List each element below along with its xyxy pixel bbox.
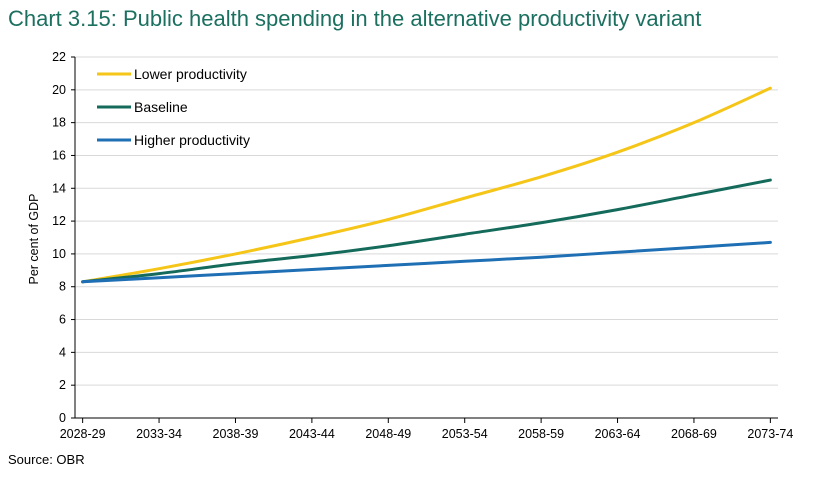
legend-label: Higher productivity	[134, 132, 250, 148]
legend-label: Baseline	[134, 99, 188, 115]
y-tick-label: 22	[52, 50, 66, 64]
legend: Lower productivity Baseline Higher product…	[97, 66, 250, 148]
y-tick-label: 14	[52, 181, 66, 195]
x-tick-label: 2038-39	[213, 427, 259, 441]
series-lines	[81, 86, 772, 284]
x-tick-label: 2073-74	[747, 427, 793, 441]
x-tick-label: 2068-69	[671, 427, 717, 441]
x-tick-label: 2028-29	[60, 427, 106, 441]
series-line-lower-productivity	[81, 86, 772, 284]
x-tick-label: 2058-59	[518, 427, 564, 441]
x-axis: 2028-29 2033-34 2038-39 2043-44 2048-49 2053-…	[60, 417, 793, 441]
y-axis: 0 2 4 6 8 10 12 14 16 18 20 22	[52, 50, 76, 425]
series-line-baseline	[81, 178, 772, 284]
y-tick-label: 20	[52, 83, 66, 97]
y-tick-label: 4	[59, 345, 66, 359]
y-tick-label: 2	[59, 378, 66, 392]
x-tick-label: 2048-49	[365, 427, 411, 441]
y-tick-label: 18	[52, 116, 66, 130]
source-note: Source: OBR	[8, 452, 85, 467]
x-tick-label: 2033-34	[136, 427, 182, 441]
x-tick-label: 2063-64	[595, 427, 641, 441]
legend-label: Lower productivity	[134, 66, 247, 82]
y-tick-label: 8	[59, 280, 66, 294]
x-tick-label: 2043-44	[289, 427, 335, 441]
y-tick-label: 10	[52, 247, 66, 261]
y-tick-label: 16	[52, 148, 66, 162]
y-tick-label: 0	[59, 411, 66, 425]
series-line-higher-productivity	[81, 240, 772, 284]
gridlines	[75, 56, 778, 386]
chart-title: Chart 3.15: Public health spending in th…	[8, 6, 702, 31]
y-axis-label: Per cent of GDP	[27, 193, 41, 284]
y-tick-label: 6	[59, 313, 66, 327]
x-tick-label: 2053-54	[442, 427, 488, 441]
y-tick-label: 12	[52, 214, 66, 228]
